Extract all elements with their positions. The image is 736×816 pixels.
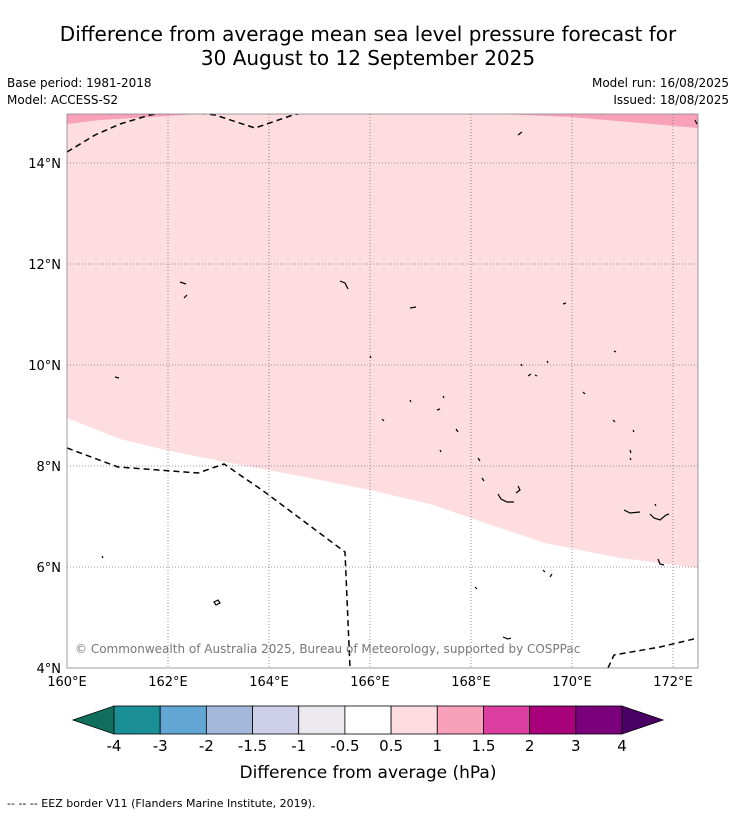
- eez-footnote: -- -- -- EEZ border V11 (Flanders Marine…: [7, 797, 316, 810]
- colorbar-bin: [298, 705, 346, 735]
- eez-borders: [67, 114, 698, 668]
- colorbar-title: Difference from average (hPa): [240, 763, 497, 783]
- colorbar-bin: [483, 705, 531, 735]
- map-figure: © Commonwealth of Australia 2025, Bureau…: [28, 113, 699, 783]
- issued-date: Issued: 18/08/2025: [613, 93, 729, 107]
- lat-label-4n: 4°N: [37, 662, 62, 677]
- lat-label-12n: 12°N: [28, 258, 61, 273]
- map-frame: [66, 113, 699, 669]
- lat-label-10n: 10°N: [28, 359, 61, 374]
- anomaly-region-0.5-to-1: [67, 114, 698, 568]
- colorbar-bin: [205, 705, 253, 735]
- colorbar-legend: -4 -3 -2 -1.5 -1 -0.5 0.5 1 1.5 2 3 4 Difference fr…: [71, 705, 665, 783]
- colorbar-bin: [436, 705, 484, 735]
- colorbar-tick-label: 4: [617, 737, 627, 755]
- map-title-line-2: 30 August to 12 September 2025: [200, 46, 536, 70]
- base-period: Base period: 1981-2018: [7, 76, 152, 90]
- colorbar-tick-label: -3: [153, 737, 168, 755]
- colorbar-tick-label: -2: [199, 737, 214, 755]
- islands: [101, 119, 698, 640]
- colorbar-tick-label: -4: [107, 737, 122, 755]
- anomaly-region-1-to-1.5: [67, 114, 698, 128]
- lat-label-14n: 14°N: [28, 157, 61, 172]
- colorbar-bin: [159, 705, 207, 735]
- colorbar-bin: [575, 705, 623, 735]
- longitude-labels: 160°E 162°E 164°E 166°E 168°E 170°E 172°…: [47, 675, 693, 690]
- lon-label-164e: 164°E: [249, 675, 289, 690]
- colorbar-low-arrow: [71, 705, 115, 735]
- lon-label-170e: 170°E: [552, 675, 592, 690]
- lon-label-168e: 168°E: [451, 675, 491, 690]
- map-grid: [67, 114, 698, 668]
- colorbar-tick-label: 1: [432, 737, 442, 755]
- map-title-line-1: Difference from average mean sea level p…: [59, 22, 677, 46]
- colorbar-bin: [344, 705, 392, 735]
- colorbar-bin: [113, 705, 161, 735]
- colorbar-bin: [529, 705, 577, 735]
- colorbar-tick-label: 2: [525, 737, 535, 755]
- colorbar-tick-label: 3: [571, 737, 581, 755]
- colorbar-bin: [252, 705, 300, 735]
- colorbar-tick-label: 0.5: [379, 737, 403, 755]
- colorbar-tick-label: -0.5: [330, 737, 359, 755]
- colorbar-tick-labels: -4 -3 -2 -1.5 -1 -0.5 0.5 1 1.5 2 3 4: [107, 737, 627, 755]
- lat-label-6n: 6°N: [37, 561, 62, 576]
- latitude-labels: 14°N 12°N 10°N 8°N 6°N 4°N: [28, 157, 61, 677]
- lat-label-8n: 8°N: [37, 460, 62, 475]
- lon-label-172e: 172°E: [653, 675, 693, 690]
- colorbar-high-arrow: [621, 705, 665, 735]
- model-name: Model: ACCESS-S2: [7, 93, 119, 107]
- model-run: Model run: 16/08/2025: [591, 76, 729, 90]
- colorbar-tick-label: -1.5: [238, 737, 267, 755]
- copyright-notice: © Commonwealth of Australia 2025, Bureau…: [75, 642, 580, 656]
- colorbar-bins: [113, 705, 623, 735]
- colorbar-bin: [390, 705, 438, 735]
- map-plot-area: © Commonwealth of Australia 2025, Bureau…: [67, 114, 698, 668]
- lon-label-166e: 166°E: [350, 675, 390, 690]
- colorbar-tick-label: 1.5: [472, 737, 496, 755]
- colorbar-tick-label: -1: [291, 737, 306, 755]
- lon-label-162e: 162°E: [148, 675, 188, 690]
- lon-label-160e: 160°E: [47, 675, 87, 690]
